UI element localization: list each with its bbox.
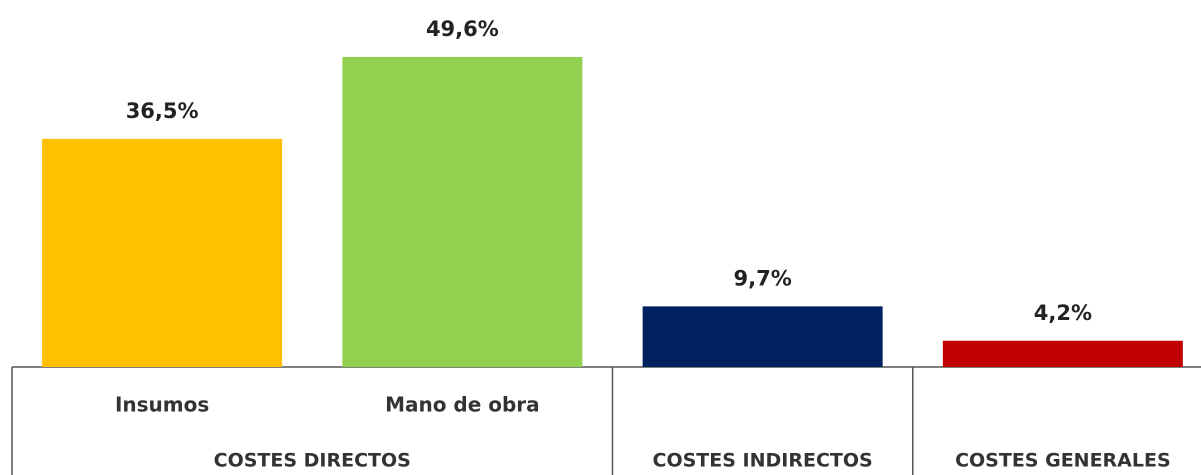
- bar: [42, 138, 283, 367]
- bar: [342, 57, 583, 367]
- group-label: COSTES DIRECTOS: [214, 450, 411, 472]
- category-label: Mano de obra: [385, 393, 540, 417]
- value-label: 4,2%: [1034, 301, 1092, 325]
- value-label: 36,5%: [126, 99, 199, 123]
- category-label: Insumos: [115, 393, 209, 417]
- value-label: 49,6%: [426, 17, 499, 41]
- bar: [942, 340, 1183, 367]
- value-label: 9,7%: [734, 266, 792, 290]
- bar: [642, 306, 883, 367]
- group-label: COSTES INDIRECTOS: [653, 450, 873, 472]
- group-label: COSTES GENERALES: [955, 450, 1171, 472]
